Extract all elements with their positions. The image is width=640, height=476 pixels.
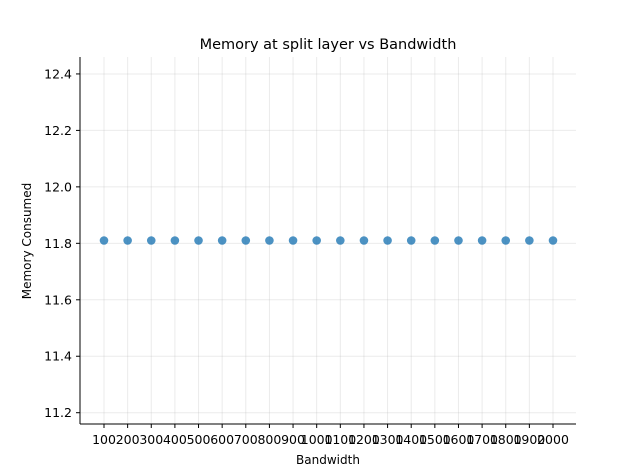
- data-point: [525, 236, 534, 245]
- x-tick-label: 1900: [513, 432, 545, 447]
- x-tick-label: 1100: [324, 432, 356, 447]
- y-axis-label: Memory Consumed: [20, 183, 34, 300]
- x-tick-label: 1000: [301, 432, 333, 447]
- y-tick-label: 11.8: [44, 236, 72, 251]
- x-tick-label: 1400: [395, 432, 427, 447]
- data-point: [548, 236, 558, 245]
- y-tick-label: 11.4: [44, 349, 72, 364]
- data-point: [99, 236, 109, 245]
- x-tick-label: 2000: [537, 432, 569, 447]
- x-tick-label: 100: [92, 432, 116, 447]
- x-tick-label: 900: [281, 432, 305, 447]
- x-tick-label: 200: [116, 432, 140, 447]
- data-point: [501, 236, 511, 245]
- x-tick-label: 1500: [419, 432, 451, 447]
- ticks-layer: 100 200 300 400 500 600 700 800 9001000110012001…: [44, 66, 569, 447]
- data-point: [383, 236, 392, 245]
- x-axis-label: Bandwidth: [296, 453, 360, 467]
- data-point: [477, 236, 487, 245]
- data-point: [406, 236, 416, 245]
- x-tick-label: 600: [210, 432, 234, 447]
- data-point: [359, 236, 369, 245]
- x-tick-label: 1300: [372, 432, 404, 447]
- data-point: [217, 236, 227, 245]
- points-layer: [99, 236, 558, 245]
- data-point: [312, 236, 321, 245]
- x-tick-label: 1700: [466, 432, 498, 447]
- data-point: [430, 236, 440, 245]
- x-tick-label: 400: [163, 432, 187, 447]
- y-tick-label: 12.4: [44, 66, 72, 81]
- axes-layer: [79, 57, 576, 425]
- x-tick-label: 1600: [443, 432, 475, 447]
- x-tick-label: 300: [139, 432, 163, 447]
- y-tick-label: 11.2: [44, 405, 72, 420]
- x-tick-label: 1200: [348, 432, 380, 447]
- x-tick-label: 700: [234, 432, 258, 447]
- data-point: [123, 236, 132, 245]
- data-point: [265, 236, 274, 245]
- data-point: [146, 236, 156, 245]
- data-point: [288, 236, 298, 245]
- x-tick-label: 500: [187, 432, 211, 447]
- data-point: [194, 236, 203, 245]
- data-point: [454, 236, 463, 245]
- y-tick-label: 12.2: [44, 123, 72, 138]
- chart-title: Memory at split layer vs Bandwidth: [200, 37, 457, 53]
- data-point: [170, 236, 180, 245]
- x-tick-label: 1800: [490, 432, 522, 447]
- y-tick-label: 11.6: [44, 292, 72, 307]
- data-point: [241, 236, 251, 245]
- data-point: [336, 236, 345, 245]
- y-tick-label: 12.0: [44, 179, 72, 194]
- x-tick-label: 800: [257, 432, 281, 447]
